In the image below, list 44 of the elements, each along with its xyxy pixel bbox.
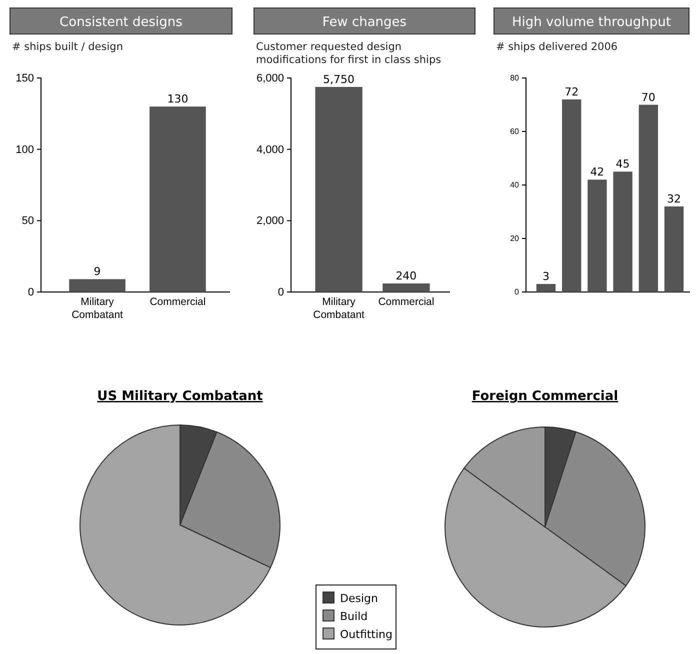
y-tick-label: 60: [510, 127, 520, 136]
data-label: 9: [94, 265, 101, 278]
y-axis-title: # ships delivered 2006: [496, 41, 618, 53]
bar: [536, 284, 556, 292]
data-label: 3: [542, 270, 550, 283]
x-tick-label: Military Combatant: [72, 296, 124, 321]
y-tick-label: 20: [510, 234, 520, 244]
data-label: 32: [667, 192, 681, 206]
x-tick-label: Commercial: [378, 296, 434, 308]
y-axis-title: # ships built / design: [12, 41, 123, 53]
data-label: 70: [641, 90, 656, 104]
legend-label: Design: [340, 592, 378, 605]
legend-label: Build: [340, 610, 368, 623]
x-tick-label: Commercial: [150, 296, 206, 308]
y-tick-label: 0: [278, 286, 284, 299]
chart-title: Consistent designs: [60, 15, 183, 30]
y-axis-title: Customer requested design modifications for first in class ships: [256, 41, 442, 66]
y-tick-label: 50: [22, 215, 34, 228]
data-label: 72: [564, 85, 579, 98]
y-tick-label: 2,000: [256, 215, 284, 228]
bar: [588, 180, 607, 292]
bar: [562, 99, 582, 292]
data-label: 42: [590, 166, 604, 179]
bar: [638, 104, 658, 292]
data-label: 130: [167, 92, 188, 106]
y-tick-label: 4,000: [256, 144, 284, 156]
chart-title: US Military Combatant: [97, 389, 263, 404]
bar: [613, 172, 632, 292]
y-tick-label: 40: [510, 180, 520, 190]
chart-title: High volume throughput: [512, 15, 671, 30]
chart-title: Foreign Commercial: [472, 389, 618, 404]
data-label: 45: [616, 158, 630, 171]
legend-label: Outfitting: [340, 628, 393, 641]
data-label: 240: [396, 269, 417, 282]
bar: [664, 206, 684, 292]
chart-title: Few changes: [322, 15, 407, 30]
y-tick-label: 100: [16, 144, 34, 156]
x-tick-label: Military Combatant: [313, 296, 365, 321]
y-tick-label: 0: [514, 288, 520, 297]
y-tick-label: 80: [510, 74, 520, 83]
y-tick-label: 150: [16, 72, 34, 85]
y-tick-label: 0: [28, 286, 34, 299]
y-tick-label: 6,000: [256, 72, 284, 85]
data-label: 5,750: [323, 72, 355, 86]
